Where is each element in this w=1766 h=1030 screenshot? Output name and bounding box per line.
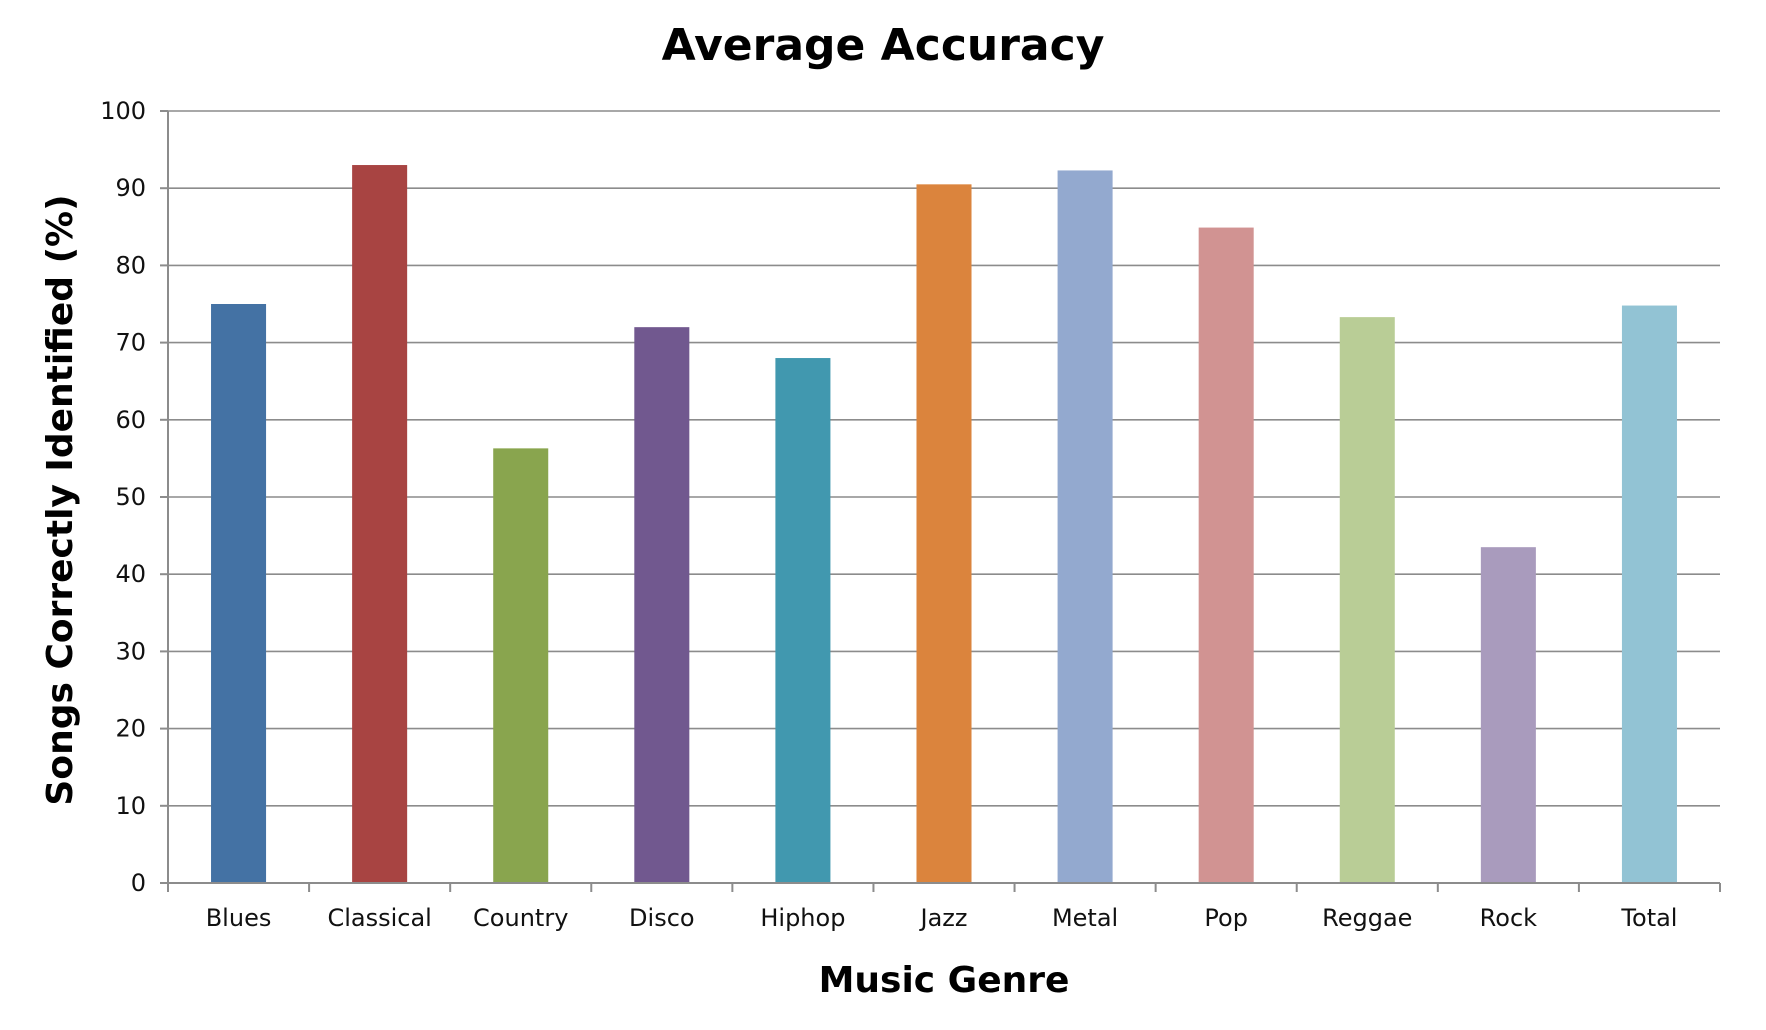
y-tick-label: 90 (115, 174, 146, 202)
x-tick-label: Metal (1052, 904, 1118, 932)
bar-blues (211, 304, 267, 883)
x-tick-label: Jazz (919, 904, 968, 932)
y-axis-title: Songs Correctly Identified (%) (40, 194, 81, 805)
bar-rock (1480, 547, 1536, 883)
x-tick-label: Classical (327, 904, 431, 932)
bar-jazz (916, 184, 972, 884)
bar-hiphop (775, 358, 831, 883)
x-tick-label: Hiphop (760, 904, 845, 932)
bar-country (493, 448, 549, 883)
y-tick-label: 10 (115, 792, 146, 820)
y-tick-label: 80 (115, 251, 146, 279)
x-tick-label: Country (473, 904, 568, 932)
y-tick-label: 0 (131, 869, 146, 897)
x-tick-label: Total (1620, 904, 1677, 932)
y-tick-label: 100 (100, 97, 146, 125)
x-tick-label: Disco (629, 904, 695, 932)
x-tick-label: Pop (1204, 904, 1248, 932)
bar-pop (1198, 227, 1254, 883)
bar-metal (1057, 170, 1113, 884)
x-tick-label: Rock (1480, 904, 1537, 932)
y-tick-label: 70 (115, 329, 146, 357)
y-tick-label: 30 (115, 637, 146, 665)
bars (211, 165, 1677, 884)
y-tick-label: 40 (115, 560, 146, 588)
x-tick-label: Reggae (1322, 904, 1412, 932)
bar-disco (634, 327, 690, 883)
y-tick-label: 50 (115, 483, 146, 511)
y-tick-label: 20 (115, 715, 146, 743)
chart-title: Average Accuracy (662, 20, 1105, 71)
bar-classical (352, 165, 408, 884)
y-axis-ticks: 0 10 20 30 40 50 60 70 80 90 100 (100, 97, 168, 897)
bar-total (1621, 305, 1677, 883)
x-axis-title: Music Genre (819, 960, 1070, 1001)
y-tick-label: 60 (115, 406, 146, 434)
bar-reggae (1339, 317, 1395, 883)
x-tick-label: Blues (206, 904, 272, 932)
x-axis-ticks: Blues Classical Country Disco Hiphop Jazz Meta… (167, 883, 1721, 932)
